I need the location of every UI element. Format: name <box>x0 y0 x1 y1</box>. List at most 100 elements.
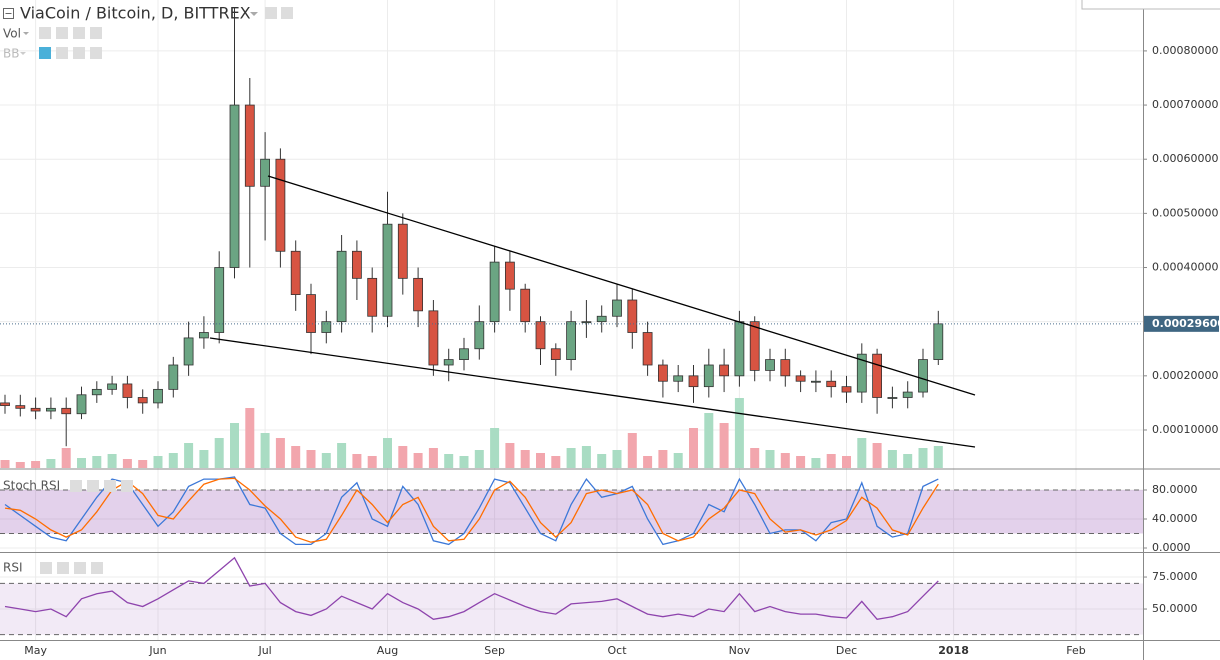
volume-bar <box>796 456 806 468</box>
candle-body <box>107 383 117 390</box>
dropdown-arrow[interactable] <box>23 32 29 35</box>
volume-bar <box>903 454 913 468</box>
volume-bar <box>566 448 576 468</box>
x-tick-label: May <box>24 644 47 657</box>
overlay-label: BB <box>3 47 19 61</box>
volume-bar <box>581 446 591 468</box>
volume-bar <box>444 454 454 468</box>
icon-button[interactable] <box>90 27 102 39</box>
icon-button[interactable] <box>56 27 68 39</box>
candle-body <box>474 321 485 350</box>
volume-bar <box>551 456 561 468</box>
y-tick-label: 40.0000 <box>1152 512 1198 525</box>
candle-body <box>168 364 179 390</box>
dropdown-arrow[interactable] <box>20 52 26 55</box>
candle-body <box>290 250 301 295</box>
y-tick-label: 50.0000 <box>1152 602 1198 615</box>
volume-bar <box>168 453 178 468</box>
volume-bar <box>918 448 928 468</box>
candle-body <box>749 321 760 371</box>
icon-button[interactable] <box>39 27 51 39</box>
icon-button[interactable] <box>70 480 82 492</box>
volume-bar <box>413 453 423 468</box>
volume-bar <box>658 450 668 468</box>
icon-button[interactable] <box>90 47 102 59</box>
volume-bar <box>704 413 714 468</box>
candle-body <box>153 388 163 404</box>
candle-body <box>30 407 41 412</box>
visibility-button[interactable] <box>39 47 51 59</box>
pane-label: Stoch RSI <box>3 479 60 493</box>
candle-body <box>214 267 225 333</box>
candle-body <box>397 223 408 279</box>
y-tick-label: 0.00080000 <box>1152 44 1218 57</box>
volume-bar <box>46 459 56 468</box>
x-tick-label: Jul <box>257 644 271 657</box>
volume-bar <box>536 453 545 468</box>
y-tick-label: 0.00050000 <box>1152 206 1218 219</box>
candle-body <box>826 380 837 388</box>
candle-body <box>61 407 72 415</box>
candle-body <box>0 402 10 407</box>
volume-bar <box>260 433 270 468</box>
volume-bar <box>857 438 867 468</box>
candle-body <box>428 310 439 366</box>
icon-button[interactable] <box>91 562 103 574</box>
icon-button[interactable] <box>73 47 85 59</box>
volume-bar <box>673 453 683 468</box>
volume-label: Vol <box>3 27 21 41</box>
pane-label: RSI <box>3 561 23 575</box>
icon-button[interactable] <box>104 480 116 492</box>
icon-button[interactable] <box>40 562 52 574</box>
y-tick-label: 80.0000 <box>1152 483 1198 496</box>
volume-bar <box>505 443 515 468</box>
candle-body <box>137 397 148 404</box>
volume-bar <box>306 450 316 468</box>
plot-layer <box>0 7 1143 621</box>
volume-bar <box>337 443 347 468</box>
candle-body <box>275 158 286 252</box>
icon-button[interactable] <box>73 27 85 39</box>
candle-body <box>413 277 424 312</box>
candle-body <box>811 380 821 383</box>
stoch-rsi-line <box>4 477 939 543</box>
candle-body <box>795 375 806 382</box>
candle-body <box>550 348 561 360</box>
candle-body <box>658 364 668 382</box>
candle-body <box>734 321 745 377</box>
dropdown-arrow[interactable] <box>250 12 258 16</box>
x-tick-label: Dec <box>836 644 857 657</box>
candle-body <box>260 158 271 187</box>
candle-body <box>504 261 515 290</box>
candle-body <box>902 391 913 398</box>
icon-button[interactable] <box>87 480 99 492</box>
icon-button[interactable] <box>265 7 277 19</box>
volume-bar <box>428 448 438 468</box>
icon-button[interactable] <box>281 7 293 19</box>
candle-body <box>244 104 255 187</box>
candle-body <box>183 337 194 366</box>
volume-bar <box>92 456 102 468</box>
volume-bar <box>0 460 10 468</box>
candle-body <box>46 407 56 412</box>
icon-button[interactable] <box>74 562 86 574</box>
candle-body <box>198 332 209 339</box>
x-tick-label: Aug <box>377 644 398 657</box>
candle-body <box>673 375 684 382</box>
volume-bar <box>597 454 607 468</box>
candle-body <box>15 405 26 409</box>
candle-body <box>719 364 729 377</box>
y-tick-label: 0.0000 <box>1152 541 1191 554</box>
toolbar-box[interactable] <box>1081 0 1220 10</box>
y-tick-label: 75.0000 <box>1152 570 1198 583</box>
icon-button[interactable] <box>121 480 133 492</box>
last-price-box <box>1144 315 1219 332</box>
collapse-icon[interactable] <box>3 8 14 19</box>
candle-body <box>841 386 852 393</box>
icon-button[interactable] <box>57 562 69 574</box>
volume-bar <box>933 446 943 468</box>
volume-bar <box>520 450 530 468</box>
trendline <box>209 337 976 448</box>
icon-button[interactable] <box>56 47 68 59</box>
